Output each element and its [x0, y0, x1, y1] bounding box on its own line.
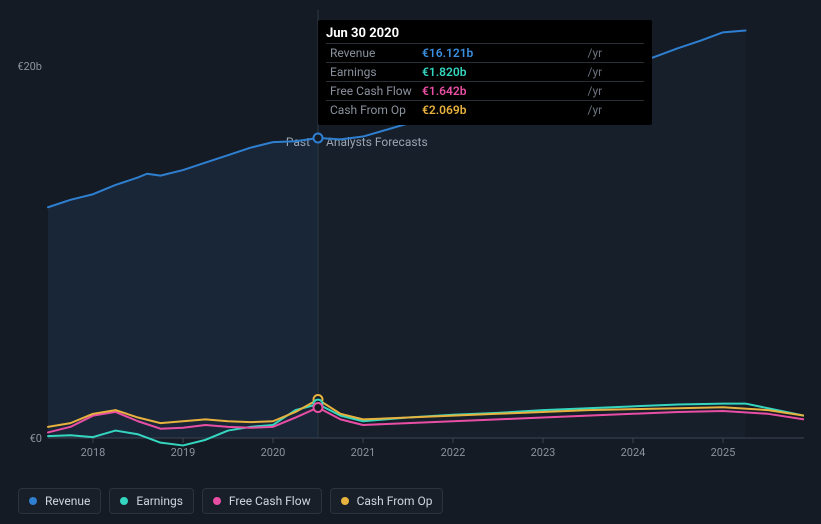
- svg-text:2018: 2018: [81, 446, 106, 459]
- tooltip-row-label: Earnings: [326, 63, 418, 82]
- hover-tooltip: Jun 30 2020 Revenue€16.121b/yrEarnings€1…: [318, 20, 652, 125]
- tooltip-row-label: Cash From Op: [326, 101, 418, 120]
- tooltip-row-value: €2.069b: [418, 101, 586, 120]
- legend-label: Cash From Op: [357, 494, 433, 508]
- tooltip-row-unit: /yr: [586, 82, 645, 101]
- tooltip-date: Jun 30 2020: [326, 26, 644, 41]
- tooltip-row: Free Cash Flow€1.642b/yr: [326, 82, 644, 101]
- svg-text:2025: 2025: [711, 446, 736, 459]
- legend-item[interactable]: Free Cash Flow: [202, 488, 322, 514]
- svg-text:2020: 2020: [261, 446, 286, 459]
- tooltip-row-label: Revenue: [326, 44, 418, 63]
- tooltip-row-unit: /yr: [586, 63, 645, 82]
- tooltip-row: Earnings€1.820b/yr: [326, 63, 644, 82]
- svg-text:2019: 2019: [171, 446, 196, 459]
- svg-text:2022: 2022: [441, 446, 466, 459]
- legend-label: Revenue: [45, 494, 90, 508]
- legend-dot-icon: [120, 497, 128, 505]
- legend-item[interactable]: Cash From Op: [330, 488, 444, 514]
- legend-dot-icon: [341, 497, 349, 505]
- legend-dot-icon: [29, 497, 37, 505]
- svg-text:2024: 2024: [621, 446, 646, 459]
- legend-row: Revenue Earnings Free Cash Flow Cash From O…: [18, 488, 443, 514]
- tooltip-row-unit: /yr: [586, 44, 645, 63]
- tooltip-row-unit: /yr: [586, 101, 645, 120]
- svg-text:Analysts Forecasts: Analysts Forecasts: [326, 135, 428, 149]
- legend-item[interactable]: Revenue: [18, 488, 101, 514]
- svg-text:€0: €0: [30, 432, 42, 445]
- tooltip-row: Revenue€16.121b/yr: [326, 44, 644, 63]
- tooltip-row-label: Free Cash Flow: [326, 82, 418, 101]
- tooltip-row-value: €16.121b: [418, 44, 586, 63]
- legend-label: Free Cash Flow: [229, 494, 311, 508]
- legend-dot-icon: [213, 497, 221, 505]
- tooltip-table: Revenue€16.121b/yrEarnings€1.820b/yrFree…: [326, 43, 644, 119]
- tooltip-row-value: €1.642b: [418, 82, 586, 101]
- svg-text:2021: 2021: [351, 446, 376, 459]
- tooltip-row-value: €1.820b: [418, 63, 586, 82]
- legend-label: Earnings: [136, 494, 183, 508]
- svg-text:€20b: €20b: [18, 60, 42, 73]
- svg-text:2023: 2023: [531, 446, 556, 459]
- legend-item[interactable]: Earnings: [109, 488, 194, 514]
- tooltip-row: Cash From Op€2.069b/yr: [326, 101, 644, 120]
